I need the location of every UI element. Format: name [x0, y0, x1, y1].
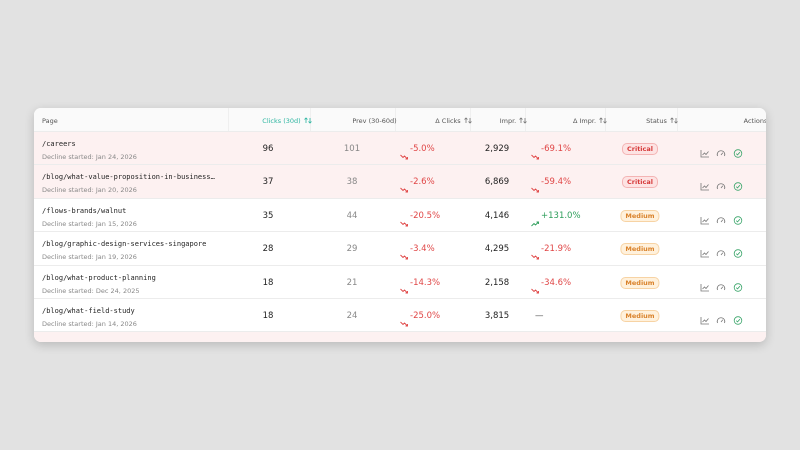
- table-row: /careers Decline started: Jan 24, 2026 96 1…: [34, 131, 766, 165]
- column-header: Prev (30-60d): [352, 117, 397, 125]
- decline-date: Decline started: Jan 14, 2026: [42, 320, 137, 328]
- decline-date: Decline started: Dec 24, 2025: [42, 286, 140, 295]
- impressions: 2,158: [484, 277, 510, 288]
- trend-icon: [531, 279, 539, 298]
- trend-icon: [531, 212, 539, 231]
- decline-date: Decline started: Jan 20, 2026: [42, 186, 137, 195]
- gauge-button[interactable]: [716, 243, 726, 262]
- table-row: /blog/what-product-planning Decline start…: [34, 264, 766, 299]
- gauge-button[interactable]: [716, 277, 726, 296]
- trend-icon: [400, 145, 408, 164]
- trend-icon: [400, 178, 408, 197]
- delta-value: -69.1%: [541, 144, 572, 154]
- impressions: 4,146: [484, 210, 510, 221]
- chart-button[interactable]: [700, 277, 710, 296]
- impressions: 3,815: [484, 311, 510, 321]
- impressions: 2,929: [484, 144, 510, 154]
- status-badge: Medium: [620, 310, 660, 322]
- impressions: 4,295: [484, 244, 510, 255]
- column-header[interactable]: Status: [626, 117, 698, 125]
- page-path[interactable]: /blog/graphic-design-services-singapore: [42, 240, 207, 249]
- clicks: 18: [262, 311, 274, 321]
- page-path[interactable]: /flows-brands/walnut: [42, 206, 127, 215]
- trend-icon: [400, 279, 408, 298]
- status-badge: Critical: [621, 176, 659, 189]
- decline-date: Decline started: Jan 15, 2026: [42, 219, 137, 228]
- gauge-button[interactable]: [716, 176, 726, 195]
- table-row: /blog/what-value-proposition-in-business…: [34, 164, 766, 199]
- chart-button[interactable]: [700, 310, 710, 329]
- clicks: 37: [262, 177, 274, 188]
- prev-clicks: 24: [346, 311, 358, 321]
- resolve-button[interactable]: [733, 310, 743, 329]
- status-badge: Medium: [620, 276, 660, 289]
- prev-clicks: 29: [346, 244, 358, 255]
- clicks: 96: [262, 144, 274, 154]
- chart-button[interactable]: [700, 176, 710, 195]
- table-row: /flows-brands/walnut Decline started: Jan…: [34, 197, 766, 232]
- page-path[interactable]: /careers: [42, 140, 76, 148]
- table-row: /blog/graphic-design-services-singapore D…: [34, 231, 766, 266]
- chart-button[interactable]: [700, 210, 710, 229]
- delta-value: -5.0%: [410, 144, 435, 154]
- status-badge: Medium: [620, 209, 660, 222]
- trend-icon: [400, 245, 408, 264]
- page-path[interactable]: /blog/what-product-planning: [42, 273, 156, 282]
- prev-clicks: 101: [343, 144, 361, 154]
- resolve-button[interactable]: [733, 243, 743, 262]
- delta-value: —: [535, 311, 544, 321]
- table-row-partial: [34, 331, 766, 342]
- chart-button[interactable]: [700, 143, 710, 162]
- column-header: Page: [42, 117, 58, 125]
- page-path[interactable]: /blog/what-value-proposition-in-business…: [42, 173, 215, 182]
- resolve-button[interactable]: [733, 176, 743, 195]
- trend-icon: [400, 312, 408, 331]
- delta-value: -20.5%: [410, 210, 441, 221]
- column-header[interactable]: Impr.: [486, 117, 541, 125]
- clicks: 18: [262, 277, 274, 288]
- clicks: 35: [262, 210, 274, 221]
- resolve-button[interactable]: [733, 210, 743, 229]
- table-card: Page Clicks (30d) Prev (30-60d) Δ Clicks Imp…: [34, 108, 766, 342]
- delta-value: -3.4%: [410, 244, 435, 255]
- delta-value: -25.0%: [410, 311, 441, 321]
- delta-value: -2.6%: [410, 177, 435, 188]
- clicks: 28: [262, 244, 274, 255]
- delta-value: -59.4%: [541, 177, 572, 188]
- delta-value: -34.6%: [541, 277, 572, 288]
- gauge-button[interactable]: [716, 310, 726, 329]
- gauge-button[interactable]: [716, 143, 726, 162]
- trend-icon: [531, 245, 539, 264]
- delta-value: +131.0%: [541, 210, 581, 221]
- decline-date: Decline started: Jan 24, 2026: [42, 153, 137, 161]
- chart-button[interactable]: [700, 243, 710, 262]
- gauge-button[interactable]: [716, 210, 726, 229]
- prev-clicks: 38: [346, 177, 358, 188]
- delta-value: -14.3%: [410, 277, 441, 288]
- delta-value: -21.9%: [541, 244, 572, 255]
- trend-icon: [531, 178, 539, 197]
- trend-icon: [531, 145, 539, 164]
- decline-date: Decline started: Jan 19, 2026: [42, 253, 137, 262]
- page-path[interactable]: /blog/what-field-study: [42, 307, 135, 315]
- prev-clicks: 21: [346, 277, 358, 288]
- impressions: 6,869: [484, 177, 510, 188]
- resolve-button[interactable]: [733, 143, 743, 162]
- column-header[interactable]: Δ Impr.: [550, 117, 630, 125]
- header-row: [34, 108, 766, 131]
- table-row: /blog/what-field-study Decline started: J…: [34, 298, 766, 332]
- column-header[interactable]: Δ Clicks: [416, 117, 491, 125]
- column-header[interactable]: Clicks (30d): [246, 117, 328, 125]
- status-badge: Medium: [620, 243, 660, 256]
- prev-clicks: 44: [346, 210, 358, 221]
- status-badge: Critical: [621, 143, 659, 155]
- column-header: Actions: [743, 117, 766, 125]
- trend-icon: [400, 212, 408, 231]
- resolve-button[interactable]: [733, 277, 743, 296]
